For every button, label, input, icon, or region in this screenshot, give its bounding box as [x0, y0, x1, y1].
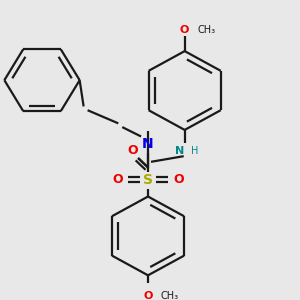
Text: H: H — [190, 146, 198, 156]
Text: N: N — [175, 146, 184, 156]
Text: CH₃: CH₃ — [198, 26, 216, 35]
Text: O: O — [180, 26, 189, 35]
Text: O: O — [143, 291, 153, 300]
Text: O: O — [128, 144, 139, 157]
Text: O: O — [173, 173, 184, 186]
Text: S: S — [143, 172, 153, 187]
Text: O: O — [112, 173, 123, 186]
Text: N: N — [142, 137, 154, 151]
Text: CH₃: CH₃ — [161, 291, 179, 300]
